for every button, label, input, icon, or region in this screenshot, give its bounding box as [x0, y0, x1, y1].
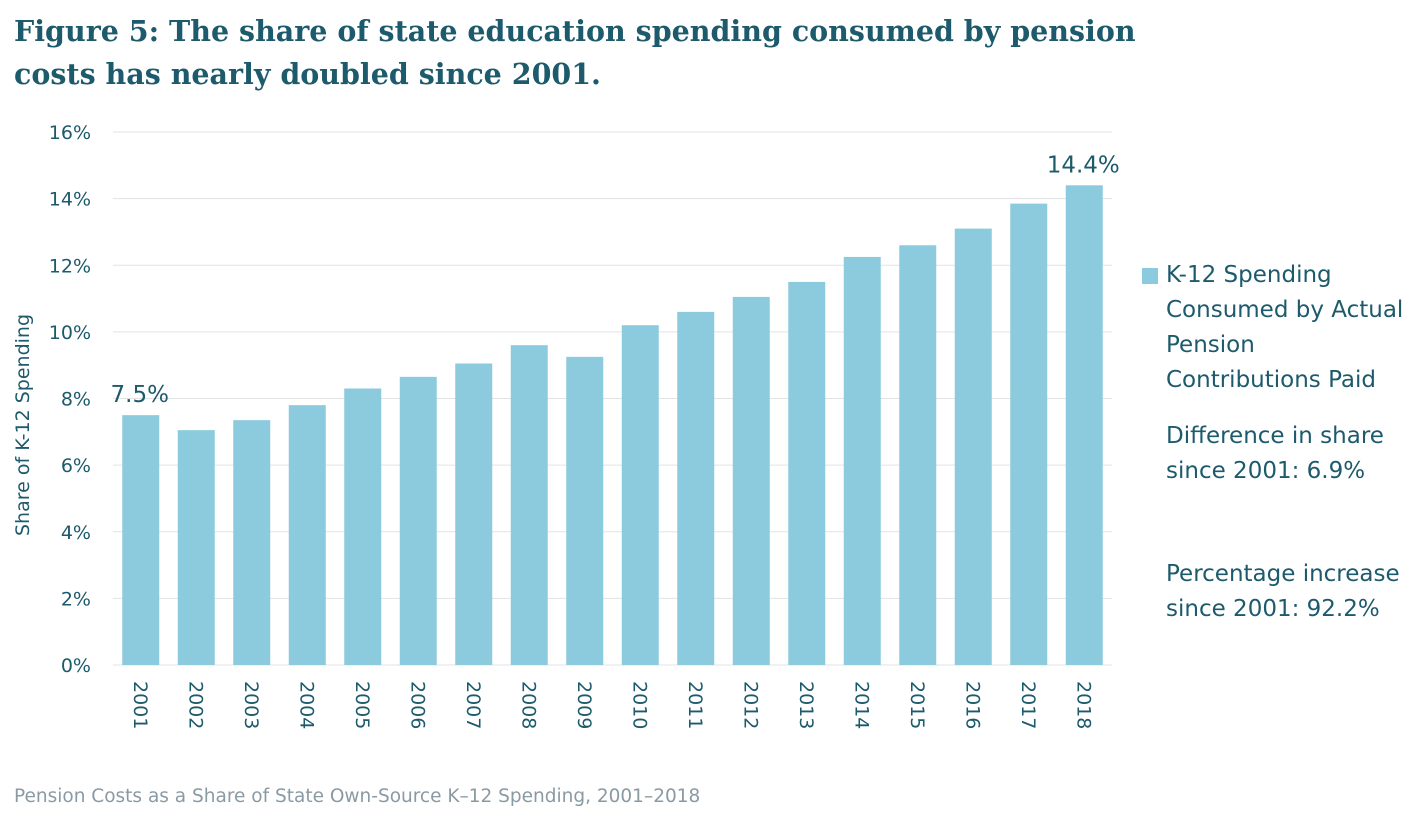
gridlines	[113, 131, 1112, 666]
bar	[455, 363, 493, 665]
percentage-note: Percentage increase since 2001: 92.2%	[1166, 561, 1400, 622]
x-tick-label: 2014	[850, 681, 872, 729]
x-tick-label: 2015	[906, 681, 928, 729]
legend-item: K-12 Spending Consumed by Actual Pension…	[1140, 258, 1410, 398]
legend: K-12 Spending Consumed by Actual Pension…	[1140, 258, 1410, 398]
y-tick-label: 8%	[61, 389, 91, 411]
legend-swatch	[1142, 268, 1158, 284]
bar	[1010, 203, 1048, 665]
x-tick-label: 2008	[517, 681, 539, 729]
source-caption: Pension Costs as a Share of State Own-So…	[14, 786, 701, 807]
bar	[843, 256, 881, 665]
bar	[510, 345, 548, 665]
y-tick-label: 16%	[49, 122, 91, 144]
bar	[288, 405, 326, 665]
bar	[344, 388, 382, 665]
x-tick-label: 2009	[573, 681, 595, 729]
bar	[732, 296, 770, 665]
legend-label: K-12 Spending Consumed by Actual Pension…	[1166, 262, 1404, 393]
y-tick-label: 6%	[61, 455, 91, 477]
x-tick-label: 2018	[1072, 681, 1094, 729]
bar	[621, 325, 659, 665]
bars	[122, 185, 1103, 666]
chart-title: Figure 5: The share of state education s…	[14, 14, 1136, 91]
x-tick-label: 2017	[1017, 681, 1039, 729]
bar	[177, 430, 215, 665]
bar	[788, 281, 826, 665]
x-tick-label: 2006	[406, 681, 428, 729]
y-axis-label: Share of K-12 Spending	[12, 314, 34, 536]
x-tick-label: 2003	[240, 681, 262, 729]
x-tick-label: 2007	[462, 681, 484, 729]
bar	[1065, 185, 1103, 666]
y-tick-label: 0%	[61, 655, 91, 677]
data-labels: 7.5% 14.4%	[111, 152, 1120, 408]
y-axis-ticks: 0% 2% 4% 6% 8% 10% 12% 14% 16%	[49, 122, 91, 677]
x-tick-label: 2011	[684, 681, 706, 729]
x-tick-label: 2016	[961, 681, 983, 729]
y-tick-label: 2%	[61, 588, 91, 610]
x-tick-label: 2005	[351, 681, 373, 729]
x-tick-label: 2002	[184, 681, 206, 729]
y-tick-label: 4%	[61, 522, 91, 544]
bar	[566, 356, 604, 665]
x-tick-label: 2001	[129, 681, 151, 729]
bar	[122, 415, 160, 665]
bar	[954, 228, 992, 665]
bar	[399, 376, 437, 665]
difference-note: Difference in share since 2001: 6.9%	[1166, 423, 1384, 484]
x-tick-label: 2013	[795, 681, 817, 729]
y-tick-label: 10%	[49, 322, 91, 344]
x-tick-label: 2012	[739, 681, 761, 729]
x-axis-ticks: 2001 2002 2003 2004 2005 2006 2007 2008 2009 2010…	[129, 681, 1095, 729]
bar	[899, 245, 937, 665]
x-tick-label: 2004	[295, 681, 317, 729]
x-tick-label: 2010	[628, 681, 650, 729]
y-tick-label: 12%	[49, 255, 91, 277]
data-label: 7.5%	[111, 382, 169, 408]
bar	[233, 420, 271, 665]
y-tick-label: 14%	[49, 189, 91, 211]
bar	[677, 311, 715, 665]
bar-chart: 0%2%4%6%8%10%12%14%16% 2001 2002 2003 2004 2…	[12, 122, 1120, 729]
data-label: 14.4%	[1047, 152, 1120, 178]
